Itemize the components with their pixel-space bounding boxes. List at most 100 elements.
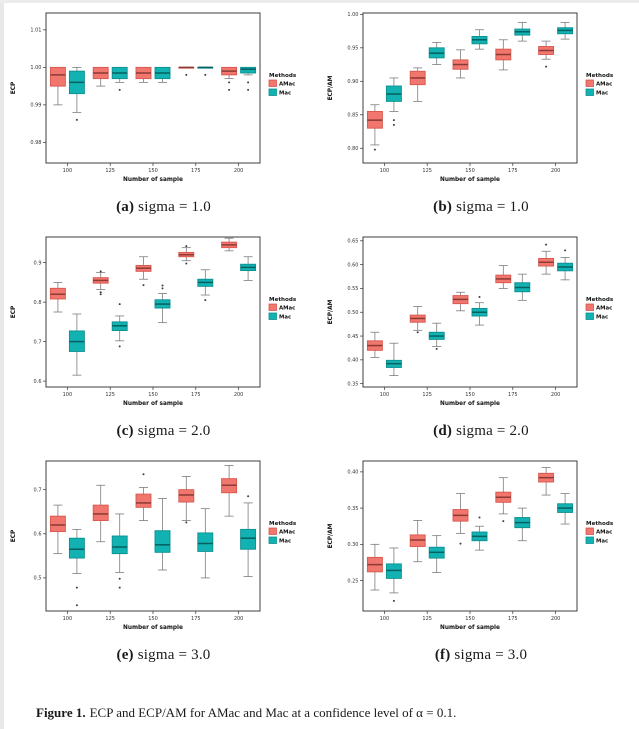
subfigure-d-caption-text: sigma = 2.0 xyxy=(456,423,529,439)
svg-text:0.6: 0.6 xyxy=(33,379,41,385)
svg-text:0.95: 0.95 xyxy=(347,46,358,52)
boxplot-ecpam-sigma-2: 0.35 0.40 0.45 0.50 0.55 0.60 0.65 100 125 150 175… xyxy=(322,230,639,420)
subfigure-e-label: (e) xyxy=(116,647,134,663)
subfigure-a-caption: (a) sigma = 1.0 xyxy=(116,199,211,216)
svg-text:200: 200 xyxy=(551,168,561,174)
svg-text:AMac: AMac xyxy=(596,82,612,88)
svg-text:0.50: 0.50 xyxy=(347,310,358,316)
svg-text:0.90: 0.90 xyxy=(347,79,358,85)
svg-text:0.9: 0.9 xyxy=(33,260,41,266)
svg-text:150: 150 xyxy=(148,392,158,398)
svg-text:0.98: 0.98 xyxy=(30,140,41,146)
svg-text:125: 125 xyxy=(105,392,115,398)
svg-text:100: 100 xyxy=(380,616,390,622)
svg-text:AMac: AMac xyxy=(279,530,295,536)
svg-text:200: 200 xyxy=(233,168,243,174)
svg-text:AMac: AMac xyxy=(279,306,295,312)
subfigure-c: 0.6 0.7 0.8 0.9 100 125 150 175 200 Number of sam… xyxy=(4,230,323,440)
figure-caption: Figure 1. ECP and ECP/AM for AMac and Mac… xyxy=(36,705,456,721)
svg-text:200: 200 xyxy=(233,392,243,398)
svg-text:0.99: 0.99 xyxy=(30,103,41,109)
svg-text:0.5: 0.5 xyxy=(33,576,41,582)
svg-text:0.8: 0.8 xyxy=(33,300,41,306)
boxplot-svg: 0.5 0.6 0.7 100 125 150 175 200 Number of sample… xyxy=(11,460,297,631)
svg-text:150: 150 xyxy=(148,616,158,622)
svg-text:AMac: AMac xyxy=(596,530,612,536)
boxplot-ecpam-sigma-3: 0.25 0.30 0.35 0.40 100 125 150 175 200 Number of… xyxy=(322,454,639,644)
svg-text:125: 125 xyxy=(105,616,115,622)
svg-text:ECP: ECP xyxy=(11,529,17,542)
svg-text:175: 175 xyxy=(508,392,518,398)
svg-text:AMac: AMac xyxy=(279,82,295,88)
subfigure-e-caption-text: sigma = 3.0 xyxy=(137,647,211,663)
svg-text:0.40: 0.40 xyxy=(347,358,358,364)
svg-text:0.60: 0.60 xyxy=(347,262,358,268)
svg-text:0.80: 0.80 xyxy=(347,146,358,152)
boxplot-svg: 0.80 0.85 0.90 0.95 1.00 100 125 150 175 200 Numbe… xyxy=(328,12,614,183)
svg-text:Mac: Mac xyxy=(279,539,291,545)
svg-text:0.7: 0.7 xyxy=(33,487,41,493)
svg-text:Methods: Methods xyxy=(586,73,614,79)
svg-text:Number of sample: Number of sample xyxy=(123,401,183,407)
svg-text:100: 100 xyxy=(62,392,72,398)
svg-text:0.7: 0.7 xyxy=(33,339,41,345)
subfigure-f: 0.25 0.30 0.35 0.40 100 125 150 175 200 Number of… xyxy=(323,454,639,664)
boxplot-svg: 0.6 0.7 0.8 0.9 100 125 150 175 200 Number of sam… xyxy=(11,236,297,407)
svg-text:ECP: ECP xyxy=(11,305,17,318)
subfigure-a: 0.98 0.99 1.00 1.01 100 125 150 175 200 Number of… xyxy=(4,6,323,216)
svg-text:Number of sample: Number of sample xyxy=(440,177,500,183)
subfigure-b-label: (b) xyxy=(433,199,453,215)
svg-text:Mac: Mac xyxy=(596,315,608,321)
svg-text:ECP/AM: ECP/AM xyxy=(328,523,334,548)
svg-text:Number of sample: Number of sample xyxy=(440,401,500,407)
subfigure-d-caption: (d) sigma = 2.0 xyxy=(433,423,529,440)
svg-text:Mac: Mac xyxy=(279,91,291,97)
subfigure-e: 0.5 0.6 0.7 100 125 150 175 200 Number of sample… xyxy=(4,454,323,664)
svg-text:125: 125 xyxy=(422,616,432,622)
svg-text:150: 150 xyxy=(465,168,475,174)
svg-text:Methods: Methods xyxy=(269,297,297,303)
svg-text:Methods: Methods xyxy=(586,297,614,303)
figure-caption-text: ECP and ECP/AM for AMac and Mac at a con… xyxy=(89,705,457,720)
subfigure-e-caption: (e) sigma = 3.0 xyxy=(117,647,211,664)
svg-text:0.30: 0.30 xyxy=(347,542,358,548)
boxplot-svg: 0.35 0.40 0.45 0.50 0.55 0.60 0.65 100 125 150 175… xyxy=(328,236,614,407)
svg-text:200: 200 xyxy=(551,616,561,622)
page-edge-top xyxy=(0,0,639,3)
svg-text:0.45: 0.45 xyxy=(347,334,358,340)
svg-text:ECP/AM: ECP/AM xyxy=(328,299,334,324)
svg-text:AMac: AMac xyxy=(596,306,612,312)
svg-text:Methods: Methods xyxy=(269,521,297,527)
svg-text:Number of sample: Number of sample xyxy=(123,177,183,183)
subfigure-b-caption-text: sigma = 1.0 xyxy=(456,199,529,215)
boxplot-ecp-sigma-1: 0.98 0.99 1.00 1.01 100 125 150 175 200 Number of… xyxy=(5,6,323,196)
subfigure-f-caption: (f) sigma = 3.0 xyxy=(435,647,527,664)
boxplot-svg: 0.98 0.99 1.00 1.01 100 125 150 175 200 Number of… xyxy=(11,12,296,183)
svg-text:Mac: Mac xyxy=(596,539,608,545)
svg-text:175: 175 xyxy=(191,616,201,622)
svg-text:0.65: 0.65 xyxy=(347,239,358,245)
boxplot-ecp-sigma-3: 0.5 0.6 0.7 100 125 150 175 200 Number of sample… xyxy=(5,454,323,644)
svg-text:0.35: 0.35 xyxy=(347,381,358,387)
svg-text:0.55: 0.55 xyxy=(347,286,358,292)
subfigure-f-caption-text: sigma = 3.0 xyxy=(454,647,528,663)
subfigure-grid: 0.98 0.99 1.00 1.01 100 125 150 175 200 Number of… xyxy=(4,6,639,664)
svg-text:1.00: 1.00 xyxy=(347,12,358,18)
subfigure-f-label: (f) xyxy=(434,647,451,663)
svg-text:200: 200 xyxy=(551,392,561,398)
boxplot-ecp-sigma-2: 0.6 0.7 0.8 0.9 100 125 150 175 200 Number of sam… xyxy=(5,230,323,420)
subfigure-a-label: (a) xyxy=(116,199,135,215)
svg-text:Number of sample: Number of sample xyxy=(123,625,183,631)
svg-text:1.00: 1.00 xyxy=(30,65,41,71)
svg-text:0.6: 0.6 xyxy=(33,532,41,538)
svg-text:Mac: Mac xyxy=(596,91,608,97)
svg-text:100: 100 xyxy=(62,616,72,622)
svg-text:0.35: 0.35 xyxy=(347,506,358,512)
figure-caption-label: Figure 1. xyxy=(36,705,86,720)
subfigure-b: 0.80 0.85 0.90 0.95 1.00 100 125 150 175 200 Numbe… xyxy=(323,6,639,216)
svg-text:150: 150 xyxy=(465,616,475,622)
svg-text:ECP/AM: ECP/AM xyxy=(328,75,334,100)
svg-text:Methods: Methods xyxy=(586,521,614,527)
svg-text:125: 125 xyxy=(422,392,432,398)
svg-text:100: 100 xyxy=(380,168,390,174)
